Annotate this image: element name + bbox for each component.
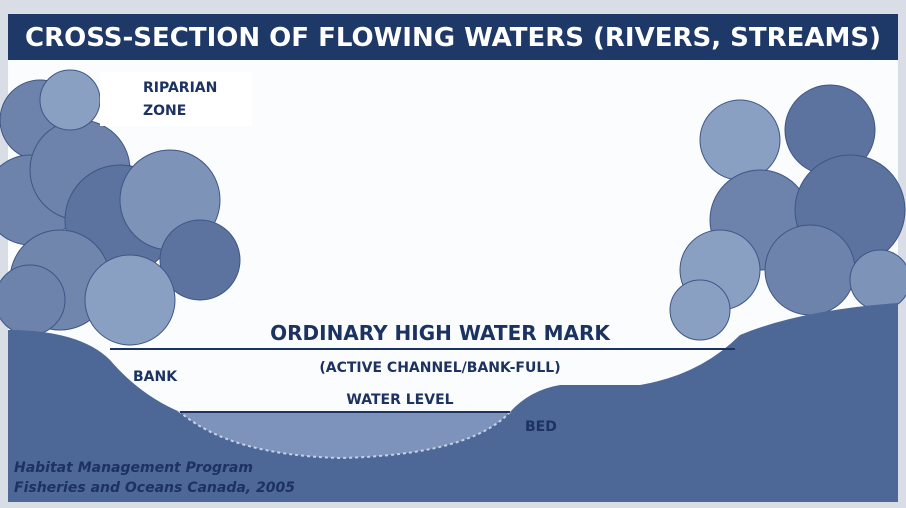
water-level-label: WATER LEVEL xyxy=(346,392,453,408)
credit: Habitat Management Program xyxy=(14,460,253,476)
riparian-label: RIPARIAN xyxy=(143,80,217,96)
bank-label: BANK xyxy=(133,369,178,385)
active-channel-label: (ACTIVE CHANNEL/BANK-FULL) xyxy=(319,360,560,376)
bed-label: BED xyxy=(525,419,557,435)
credit: Fisheries and Oceans Canada, 2005 xyxy=(14,480,295,496)
title: CROSS-SECTION OF FLOWING WATERS (RIVERS,… xyxy=(25,23,881,53)
diagram: CROSS-SECTION OF FLOWING WATERS (RIVERS,… xyxy=(0,0,906,508)
high-water-label: ORDINARY HIGH WATER MARK xyxy=(270,321,611,345)
riparian-label: ZONE xyxy=(143,103,186,119)
